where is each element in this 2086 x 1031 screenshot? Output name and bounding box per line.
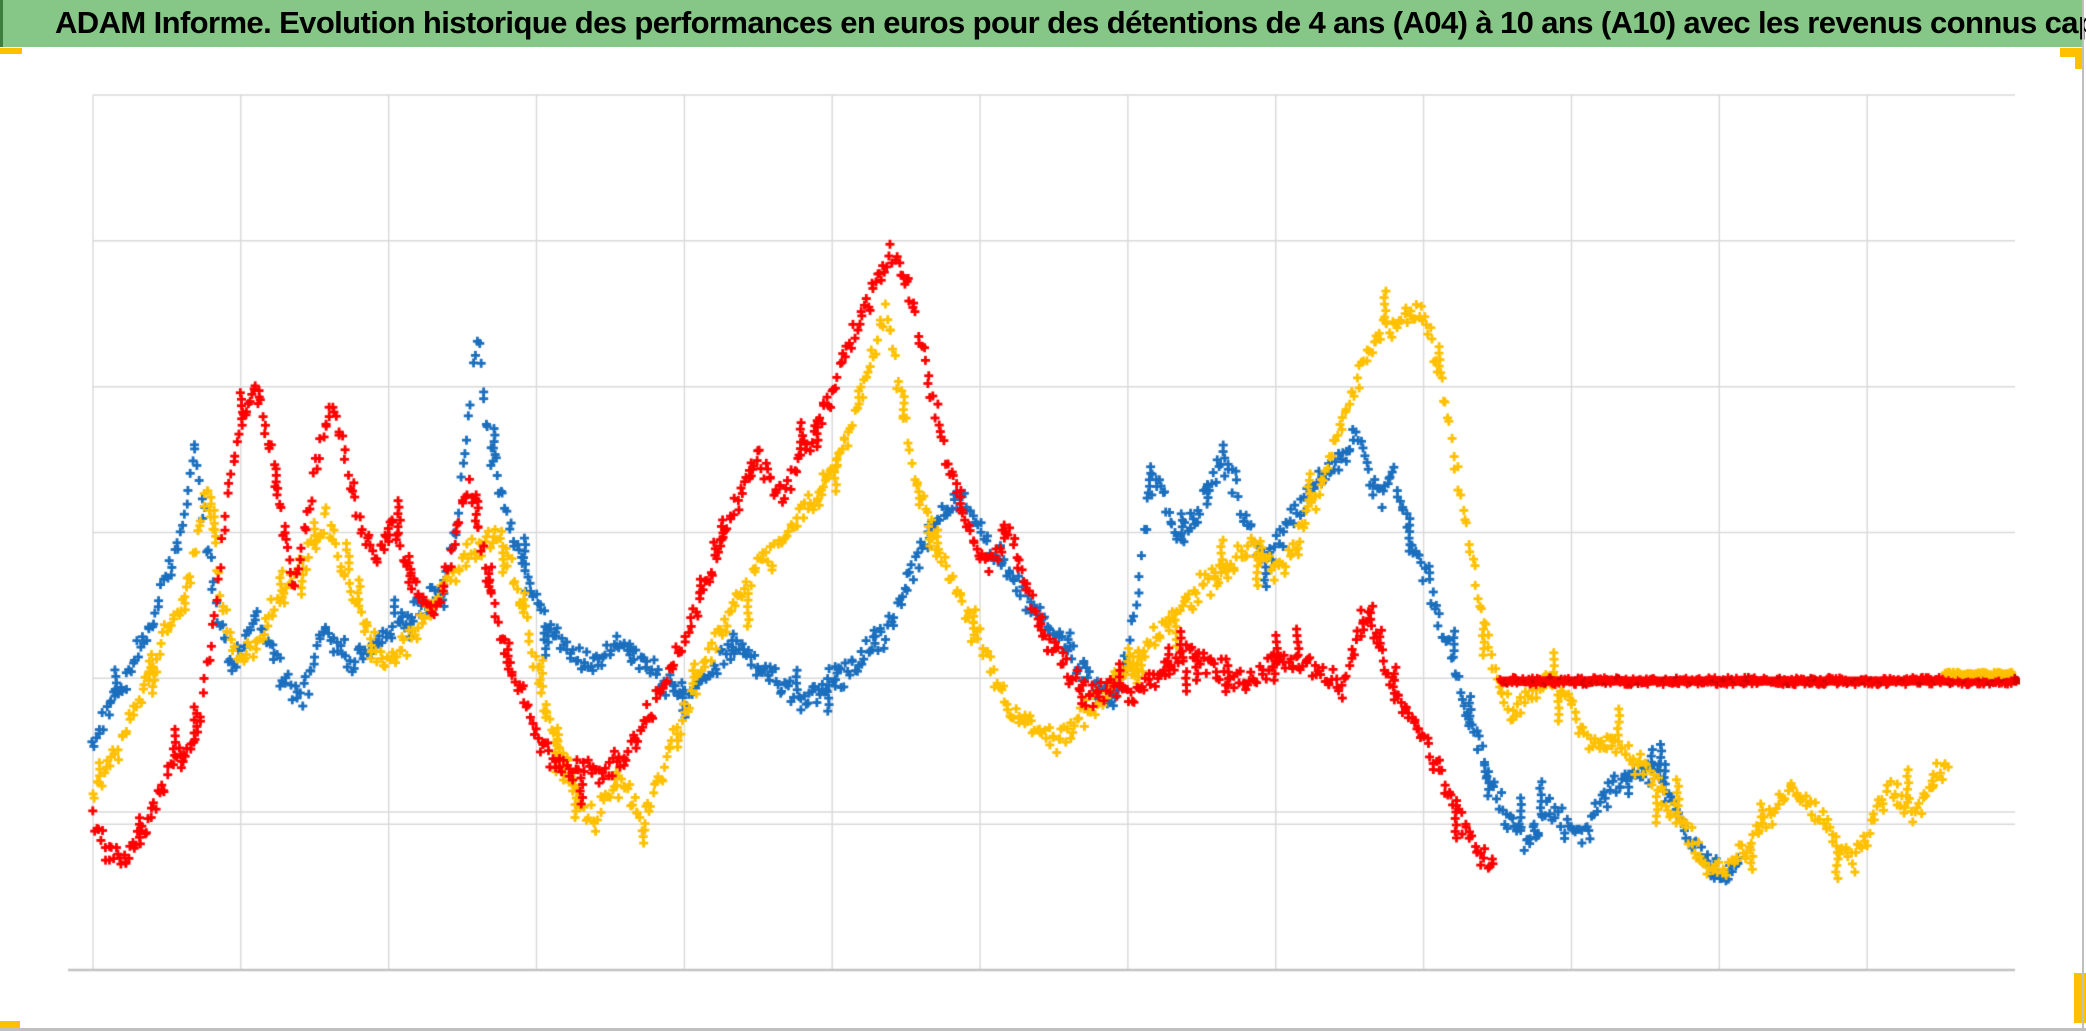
yellow-accent-right-corner-v — [2075, 48, 2084, 69]
yellow-accent-right-corner-h — [2060, 48, 2084, 57]
yellow-accent-bottom-left-square — [0, 1021, 20, 1031]
title-bar: ADAM Informe. Evolution historique des p… — [0, 0, 2086, 47]
sheet-right-edge-line — [2082, 0, 2084, 1031]
yellow-accent-bottom-right-strip — [2074, 973, 2086, 1023]
page-title: ADAM Informe. Evolution historique des p… — [55, 5, 2086, 40]
sheet-bottom-edge-line — [0, 1028, 2086, 1031]
yellow-accent-left-dash — [0, 48, 22, 54]
